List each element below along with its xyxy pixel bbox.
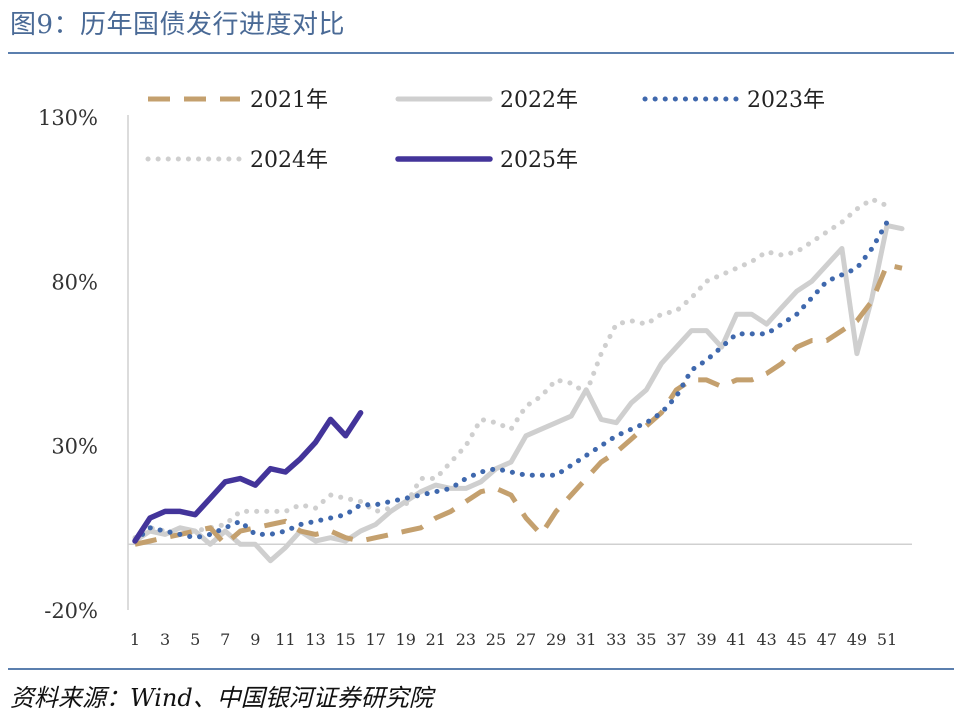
legend-item-2025: 2025年 <box>395 148 578 173</box>
x-tick-label: 3 <box>160 630 170 649</box>
bottom-rule <box>8 668 954 670</box>
legend-label: 2024年 <box>250 148 328 173</box>
y-tick-label: 30% <box>51 435 98 459</box>
x-tick-label: 49 <box>847 630 867 649</box>
x-tick-label: 9 <box>250 630 260 649</box>
legend-label: 2023年 <box>747 88 825 113</box>
x-tick-label: 29 <box>546 630 566 649</box>
legend-item-2022: 2022年 <box>395 88 578 113</box>
x-tick-label: 7 <box>220 630 230 649</box>
source-note: 资料来源：Wind、中国银河证券研究院 <box>10 684 433 712</box>
x-tick-label: 15 <box>335 630 355 649</box>
x-tick-label: 19 <box>396 630 416 649</box>
chart-title: 图9：历年国债发行进度对比 <box>10 10 346 40</box>
y-tick-label: 80% <box>51 270 98 294</box>
series-group <box>132 196 905 564</box>
x-tick-label: 21 <box>426 630 446 649</box>
legend-item-2023: 2023年 <box>642 88 825 113</box>
x-tick-label: 51 <box>877 630 897 649</box>
x-tick-label: 45 <box>787 630 807 649</box>
legend-label: 2021年 <box>250 88 328 113</box>
y-tick-label: -20% <box>44 599 98 623</box>
series-line-2021 <box>134 262 903 547</box>
legend: 2021年 2022年 2023年 2024年 2025年 <box>145 88 825 173</box>
x-tick-label: 35 <box>636 630 656 649</box>
top-rule <box>8 52 954 54</box>
legend-item-2024: 2024年 <box>145 148 328 173</box>
x-tick-label: 25 <box>486 630 506 649</box>
x-axis: 1 3 5 7 9 11 13 15 17 19 21 23 25 27 29 31 33 35 37 39 41 43 4… <box>130 630 897 649</box>
x-tick-label: 41 <box>726 630 746 649</box>
x-tick-label: 11 <box>275 630 295 649</box>
legend-label: 2025年 <box>500 148 578 173</box>
series-line-2022 <box>132 223 905 564</box>
series-line-2025 <box>132 410 364 544</box>
x-tick-label: 5 <box>190 630 200 649</box>
x-tick-label: 47 <box>817 630 837 649</box>
series-line-2023 <box>132 219 890 544</box>
x-tick-label: 39 <box>696 630 716 649</box>
x-tick-label: 33 <box>606 630 626 649</box>
legend-item-2021: 2021年 <box>148 88 328 113</box>
legend-label: 2022年 <box>500 88 578 113</box>
x-tick-label: 1 <box>130 630 140 649</box>
x-tick-label: 23 <box>456 630 476 649</box>
y-axis: 130% 80% 30% -20% <box>38 106 912 623</box>
x-tick-label: 13 <box>305 630 325 649</box>
x-tick-label: 17 <box>365 630 385 649</box>
x-tick-label: 37 <box>666 630 686 649</box>
y-tick-label: 130% <box>38 106 98 130</box>
x-tick-label: 43 <box>757 630 777 649</box>
x-tick-label: 27 <box>516 630 536 649</box>
x-tick-label: 31 <box>576 630 596 649</box>
series-line-2024 <box>132 196 890 541</box>
